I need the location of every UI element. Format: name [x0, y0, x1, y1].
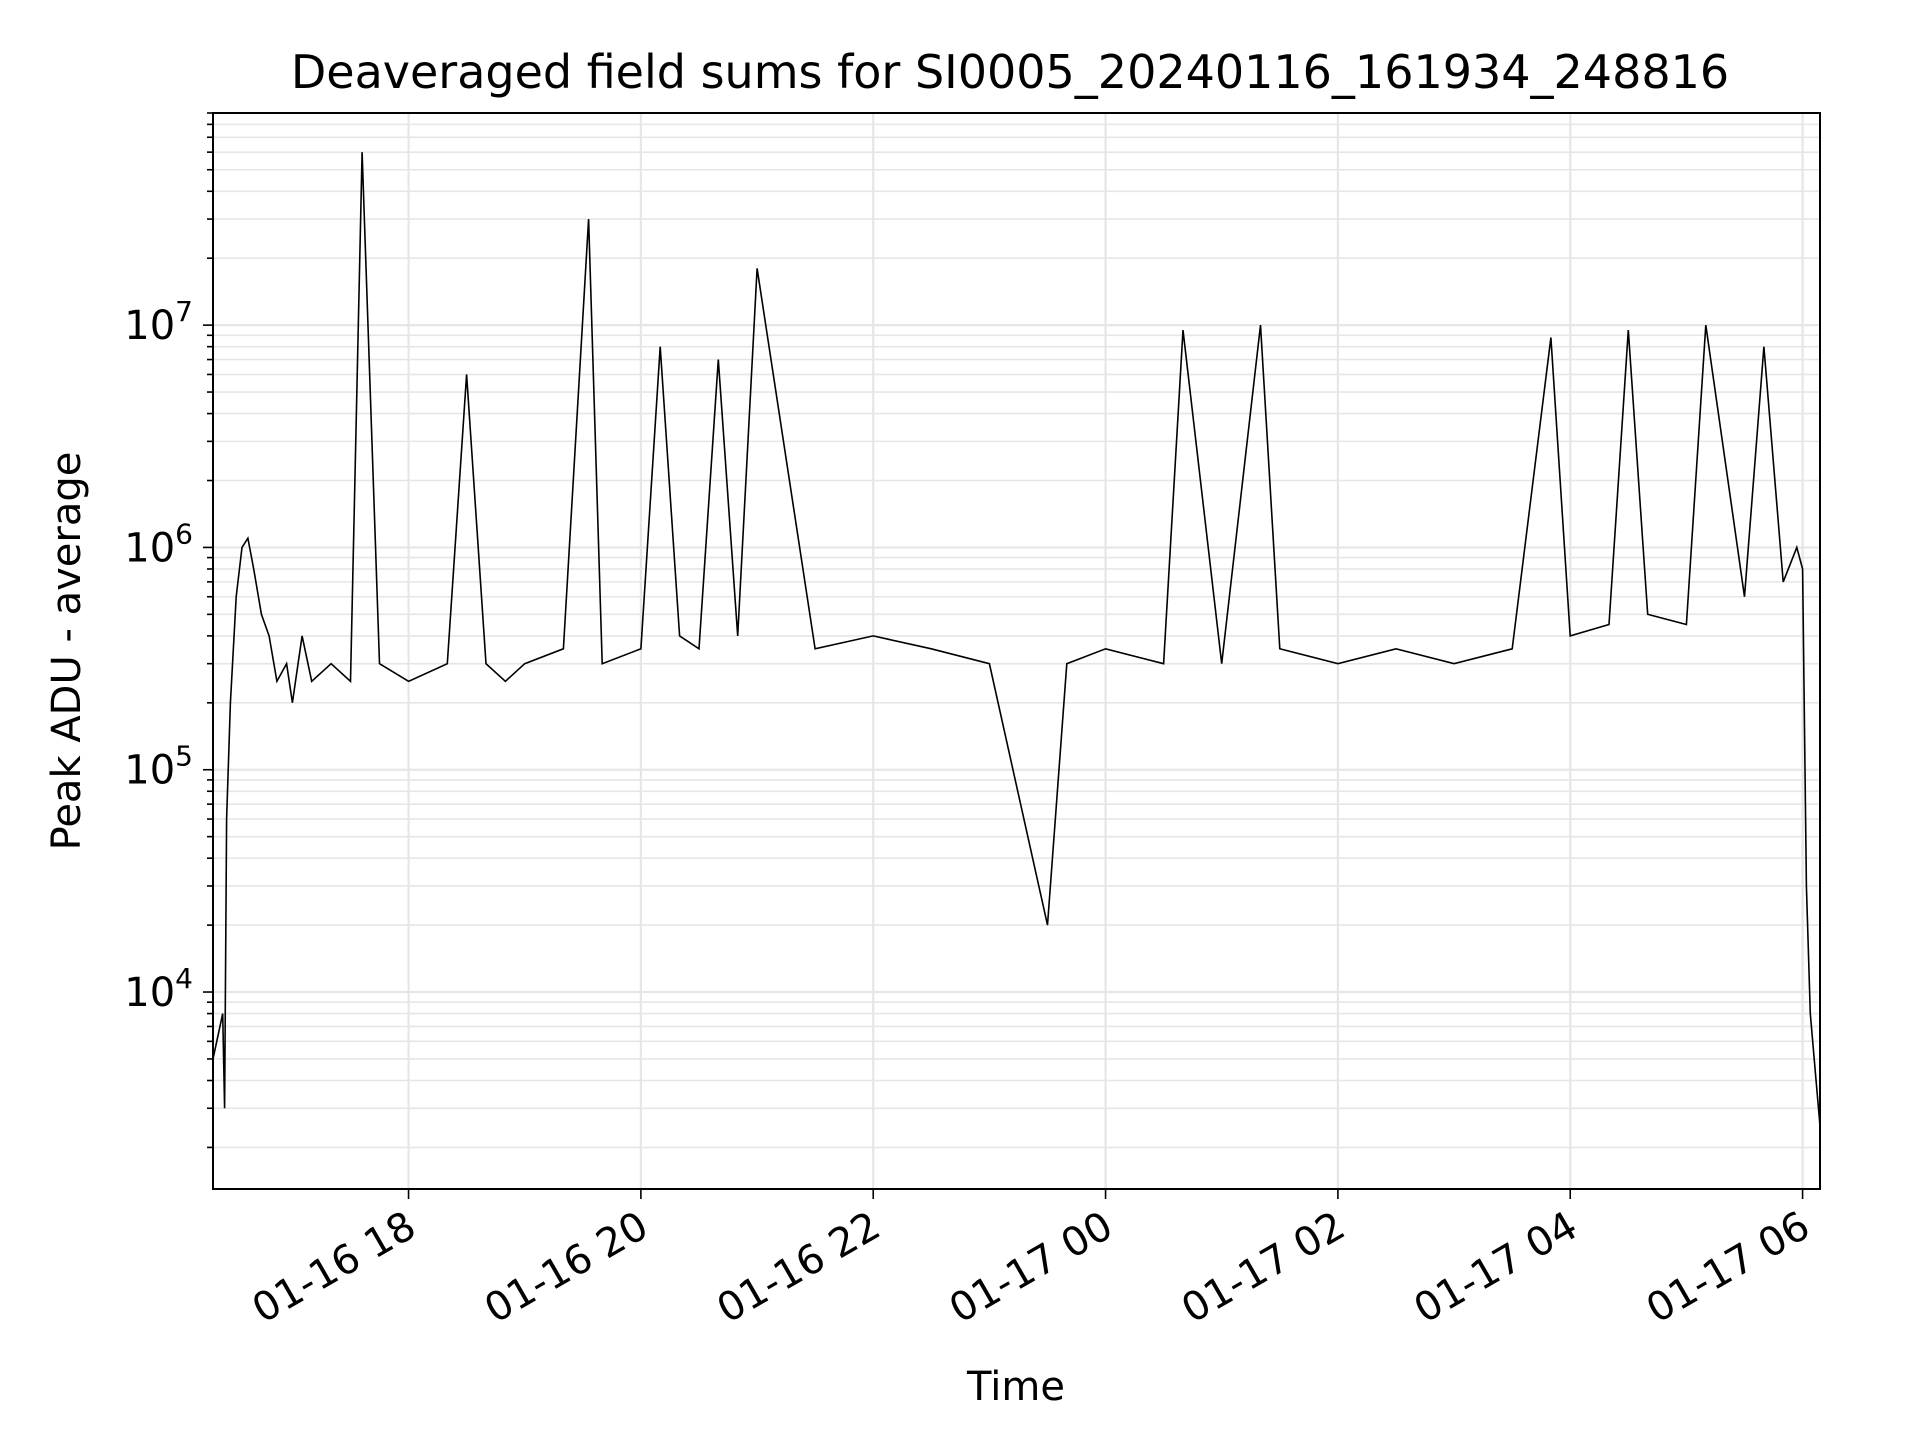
- chart-title: Deaveraged field sums for SI0005_2024011…: [291, 45, 1729, 99]
- series-line-path: [212, 152, 1821, 1126]
- y-tick-label: 107: [124, 295, 193, 349]
- y-tick-label: 105: [124, 740, 193, 794]
- y-tick-label: 104: [124, 962, 193, 1016]
- x-tick-label: 01-17 02: [1174, 1203, 1353, 1333]
- y-tick-label: 106: [124, 517, 193, 571]
- x-tick-label: 01-16 20: [477, 1203, 656, 1333]
- x-tick-label: 01-17 06: [1639, 1203, 1818, 1333]
- x-tick-label: 01-16 22: [709, 1203, 888, 1333]
- x-axis-label: Time: [966, 1364, 1065, 1410]
- x-tick-label: 01-17 04: [1406, 1203, 1585, 1333]
- plot-frame: [212, 112, 1821, 1190]
- series-line: [212, 152, 1821, 1126]
- x-tick-label: 01-16 18: [245, 1203, 424, 1333]
- x-tick-label: 01-17 00: [942, 1203, 1121, 1333]
- grid-lines: [213, 112, 1820, 1189]
- y-axis-label: Peak ADU - average: [44, 452, 90, 851]
- x-axis: 01-16 18 01-16 20 01-16 22 01-17 00 01-17 02…: [245, 1189, 1818, 1333]
- y-axis: 104 105 106 107: [124, 112, 213, 1149]
